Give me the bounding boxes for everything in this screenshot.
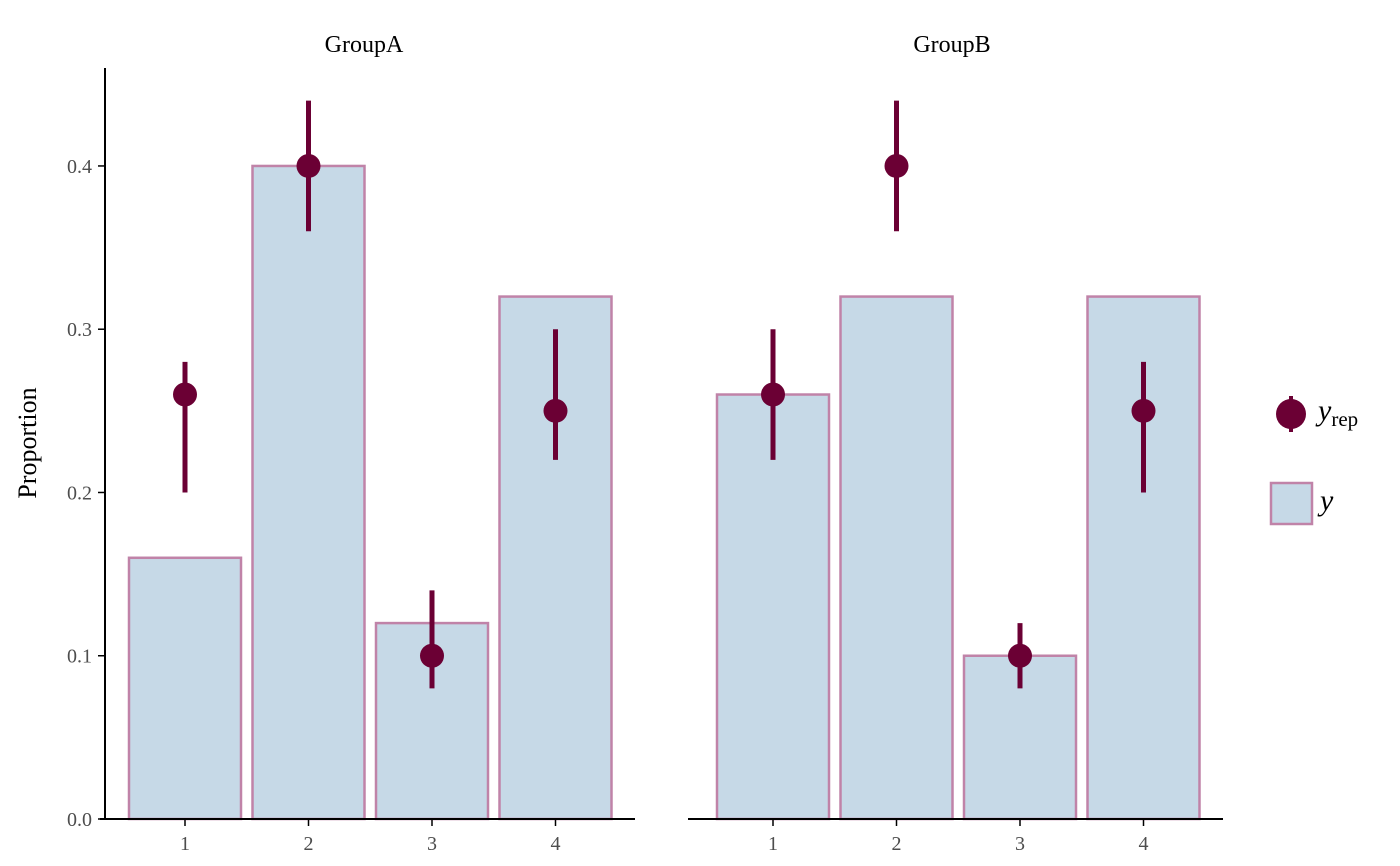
x-tick-label: 3 [427, 833, 437, 855]
panels: GroupA 1 2 3 4 0.0 0.1 0.2 0.3 0.4 GroupB 1 2 3 4 [67, 32, 1223, 855]
x-tick-label: 4 [551, 833, 561, 855]
legend-y-label: y [1317, 484, 1334, 517]
legend-yrep-main: y [1315, 394, 1332, 427]
bar [251, 164, 366, 821]
y-tick-label: 0.4 [67, 156, 92, 178]
x-tick-label: 2 [892, 833, 902, 855]
yrep-point [173, 382, 197, 407]
y-tick-label: 0.0 [67, 809, 92, 831]
y-tick-label: 0.3 [67, 319, 92, 341]
yrep-point [296, 153, 321, 178]
yrep-point [884, 153, 909, 178]
x-tick-label: 2 [304, 833, 314, 855]
legend-yrep-point [1276, 399, 1306, 429]
legend-item-yrep: yrep [1276, 394, 1358, 432]
yrep-point [1008, 643, 1032, 668]
x-tick-label: 1 [768, 833, 778, 855]
panel-2: GroupB 1 2 3 4 [688, 32, 1223, 855]
legend-yrep-sub: rep [1331, 407, 1358, 431]
y-tick-label: 0.1 [67, 646, 92, 668]
y-axis-label: Proportion [13, 387, 42, 498]
bar [127, 556, 243, 821]
yrep-point [761, 382, 785, 407]
bar [715, 393, 831, 821]
yrep-point [420, 643, 444, 668]
legend-item-y: y [1269, 481, 1334, 526]
x-tick-label: 3 [1015, 833, 1025, 855]
yrep-point [1131, 398, 1156, 423]
panel-title: GroupA [325, 32, 404, 58]
y-tick-label: 0.2 [67, 482, 92, 504]
x-tick-label: 4 [1139, 833, 1149, 855]
legend-yrep-label: yrep [1315, 394, 1358, 431]
x-tick-label: 1 [180, 833, 190, 855]
legend-y-swatch [1269, 481, 1314, 526]
panel-title: GroupB [913, 32, 990, 58]
yrep-point [543, 398, 568, 423]
panel-1: GroupA 1 2 3 4 0.0 0.1 0.2 0.3 0.4 [67, 32, 635, 855]
bar [839, 295, 954, 821]
